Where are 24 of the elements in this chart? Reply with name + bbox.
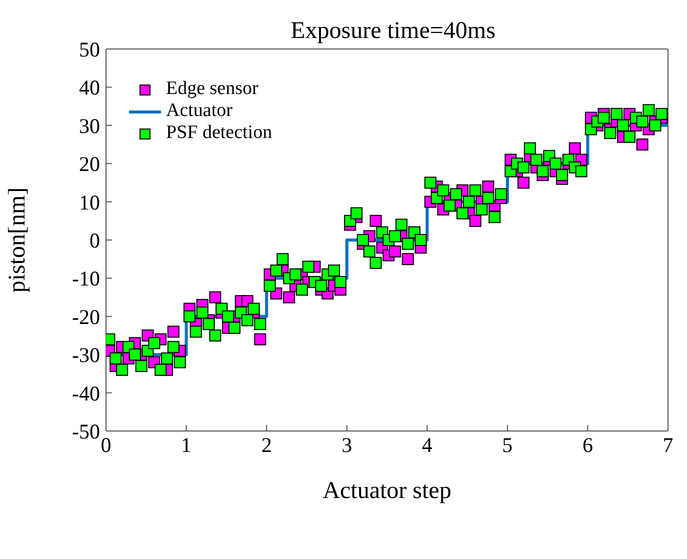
y-tick-label: 40 bbox=[79, 76, 100, 100]
x-axis-title: Actuator step bbox=[322, 478, 452, 504]
y-axis-title: piston[nm] bbox=[4, 187, 31, 293]
legend-label: Edge sensor bbox=[166, 78, 258, 99]
x-tick-label: 2 bbox=[261, 432, 272, 457]
chart-title: Exposure time=40ms bbox=[290, 18, 496, 44]
y-tick-label: -10 bbox=[72, 266, 100, 291]
y-tick-label: -50 bbox=[72, 419, 100, 444]
x-tick-label: 3 bbox=[342, 432, 352, 457]
y-tick-label: 50 bbox=[79, 37, 100, 62]
y-tick-label: -30 bbox=[72, 343, 100, 368]
x-tick-label: 4 bbox=[422, 432, 433, 457]
y-tick-label: 20 bbox=[79, 152, 100, 176]
x-tick-label: 1 bbox=[181, 432, 192, 457]
legend-label: Actuator bbox=[166, 100, 232, 121]
y-tick-label: 30 bbox=[79, 114, 100, 138]
x-tick-label: 5 bbox=[502, 432, 513, 457]
y-tick-label: -20 bbox=[72, 304, 100, 329]
x-tick-label: 7 bbox=[662, 432, 674, 457]
y-tick-label: 0 bbox=[90, 228, 100, 252]
legend-label: PSF detection bbox=[166, 122, 272, 143]
y-tick-label: -40 bbox=[72, 381, 100, 406]
x-tick-label: 6 bbox=[582, 432, 593, 457]
y-tick-label: 10 bbox=[79, 190, 100, 214]
